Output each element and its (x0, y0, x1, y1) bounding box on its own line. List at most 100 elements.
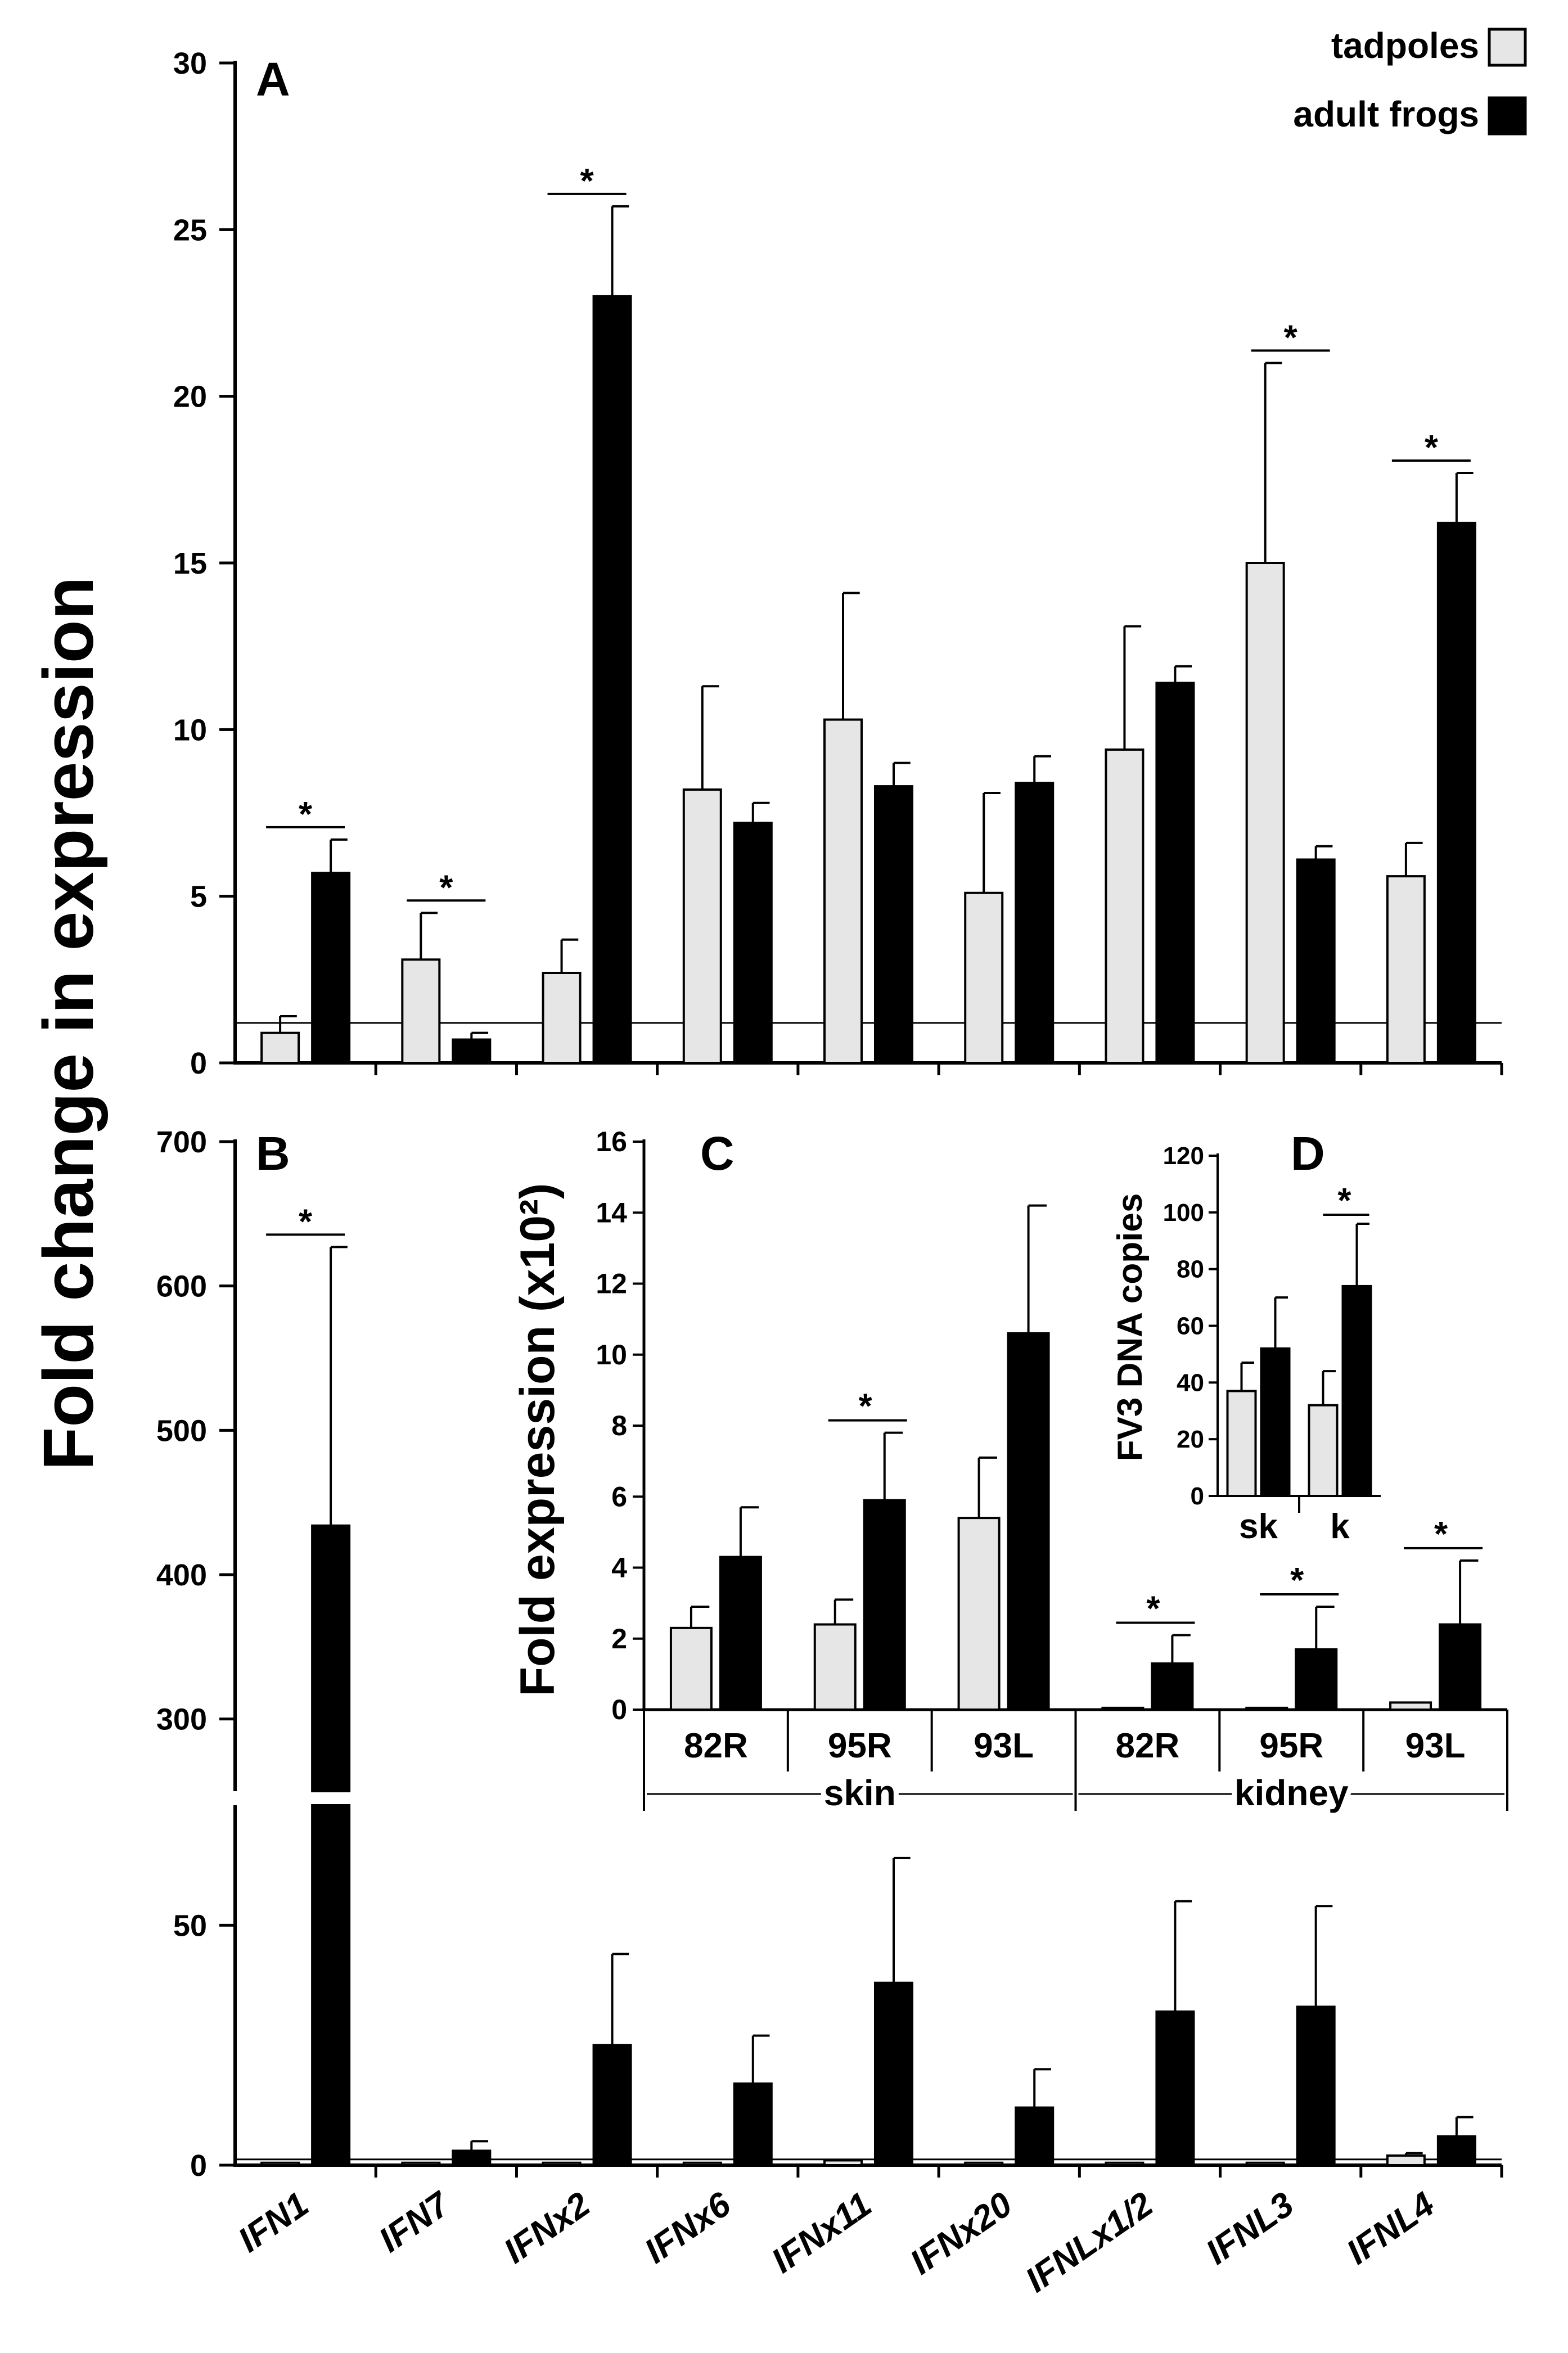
panel-c-group-label-kidney: kidney (1234, 1773, 1349, 1813)
panel-c-y-tick-label: 8 (611, 1410, 627, 1441)
panel-b-y-tick-label: 0 (190, 2149, 207, 2183)
legend-tadpoles-label: tadpoles (1331, 25, 1479, 66)
panel-c-bar-adult-82r-0 (719, 1556, 762, 1711)
panel-b-bar-adult-ifnx6 (733, 2082, 773, 2167)
panel-c-category-label: 82R (1116, 1727, 1180, 1765)
panel-a-bar-tadpoles-ifn7 (401, 958, 441, 1064)
panel-a-bar-adult-ifn7 (452, 1038, 492, 1064)
panel-letter-d: D (1291, 1127, 1325, 1180)
panel-a-bar-adult-ifnx20 (1015, 782, 1055, 1065)
category-label-ifnx11: IFNx11 (765, 2185, 878, 2281)
panel-b-y-tick-label: 400 (156, 1558, 207, 1592)
panel-c-category-label: 93L (1405, 1727, 1466, 1765)
category-label-ifn7: IFN7 (372, 2184, 458, 2260)
panel-b-bar-tadpoles-ifnx6 (682, 2161, 722, 2167)
panel-d-y-tick-label: 0 (1191, 1482, 1204, 1510)
category-label-ifnx2: IFNx2 (497, 2185, 597, 2271)
panel-d-y-title: FV3 DNA copies (1111, 1193, 1150, 1462)
panel-b-bar-adult-ifn1-lower (311, 1804, 351, 2166)
panel-b-bar-tadpoles-ifn1 (260, 2161, 300, 2167)
panel-c-y-tick-label: 12 (596, 1268, 627, 1300)
panel-c-category-label: 82R (684, 1727, 748, 1765)
panel-c-group-label-skin: skin (824, 1773, 896, 1813)
panel-d: 0 20 40 60 80 100 120 FV3 DNA copies sk * k (1111, 1142, 1381, 1546)
panel-c-y-tick-label: 16 (596, 1126, 627, 1157)
panel-a-bar-tadpoles-ifnx20 (964, 891, 1004, 1064)
panel-d-y-tick-label: 80 (1177, 1256, 1204, 1283)
panel-c-bar-tadpoles-93l-2 (957, 1517, 1001, 1711)
panel-d-bar-tadpoles-sk (1226, 1390, 1257, 1497)
panel-a-y-tick-label: 10 (173, 713, 207, 747)
panel-b-bar-adult-ifnx11 (874, 1981, 913, 2167)
panel-a-bar-tadpoles-ifn1 (260, 1031, 300, 1065)
panel-b-bar-tadpoles-ifnx20 (964, 2161, 1004, 2167)
panel-a-bar-adult-ifnl4 (1436, 521, 1476, 1064)
panel-d-bar-tadpoles-k (1308, 1404, 1339, 1498)
legend-adult-swatch (1488, 96, 1527, 136)
panel-b-bar-adult-ifnx20 (1015, 2106, 1055, 2167)
panel-b-bar-tadpoles-ifnx2 (542, 2161, 582, 2167)
panel-a-bar-tadpoles-ifnx2 (542, 971, 582, 1064)
panel-c-y-tick-label: 4 (611, 1552, 627, 1584)
panel-c-significance-star: * (859, 1387, 873, 1426)
category-label-ifnl4: IFNL4 (1340, 2185, 1441, 2272)
panel-a-bar-adult-ifnx6 (733, 822, 773, 1065)
panel-b-significance-star: * (299, 1202, 313, 1241)
panel-c-y-tick-label: 2 (611, 1623, 627, 1655)
panel-c-y-tick-label: 6 (611, 1481, 627, 1512)
panel-b-bar-adult-ifn7 (452, 2149, 492, 2166)
panel-a: 0 5 10 15 20 25 30 * * * * * (173, 47, 1503, 1080)
panel-c-significance-star: * (1290, 1561, 1304, 1600)
panel-c-bar-tadpoles-95r-4 (1245, 1706, 1288, 1711)
panel-b-bar-tadpoles-ifn7 (401, 2161, 441, 2167)
panel-a-significance-star: * (1284, 318, 1298, 357)
legend-tadpoles-swatch (1488, 28, 1527, 67)
panel-c-category-label: 93L (974, 1727, 1034, 1765)
panel-a-bar-adult-ifnx2 (592, 295, 632, 1064)
panel-c-bar-adult-95r-1 (863, 1499, 906, 1711)
panel-a-bar-tadpoles-ifnl4 (1386, 875, 1426, 1065)
panel-b-bar-tadpoles-ifnx11 (823, 2159, 863, 2166)
category-label-ifnlx1-2: IFNLx1/2 (1019, 2185, 1160, 2300)
panel-a-y-tick-label: 15 (173, 547, 207, 580)
panel-c-y-tick-label: 10 (596, 1339, 627, 1371)
panel-c-bar-tadpoles-82r-0 (669, 1626, 713, 1711)
panel-c-y-title: Fold expression (x10²) (511, 1183, 565, 1697)
panel-b-y-tick-label: 700 (156, 1125, 207, 1159)
category-label-ifnl3: IFNL3 (1199, 2185, 1301, 2272)
category-label-ifnx6: IFNx6 (638, 2185, 738, 2271)
category-label-ifn1: IFN1 (232, 2185, 316, 2260)
panel-c-bar-adult-93l-5 (1439, 1623, 1482, 1711)
panel-c-bar-tadpoles-93l-5 (1389, 1701, 1432, 1711)
panel-c-significance-star: * (1146, 1589, 1160, 1628)
panel-c-bar-tadpoles-82r-3 (1101, 1706, 1145, 1711)
panel-a-bar-adult-ifnx11 (874, 785, 913, 1064)
panel-c-y-tick-label: 14 (596, 1197, 627, 1228)
category-label-ifnx20: IFNx20 (903, 2185, 1019, 2282)
panel-a-significance-star: * (439, 868, 453, 907)
legend-adult-label: adult frogs (1293, 94, 1479, 134)
panel-a-bar-tadpoles-ifnx11 (823, 718, 863, 1064)
panel-d-y-tick-label: 100 (1163, 1199, 1204, 1227)
panel-d-bar-adult-sk (1260, 1347, 1291, 1497)
panel-b-bar-adult-ifnlx1-2 (1155, 2010, 1195, 2167)
panel-b-y-tick-label: 500 (156, 1414, 207, 1448)
panel-a-bar-adult-ifnl3 (1296, 858, 1336, 1065)
panel-d-significance-star: * (1337, 1182, 1351, 1220)
panel-letter-c: C (700, 1127, 735, 1180)
panel-d-y-tick-label: 60 (1177, 1313, 1204, 1340)
panel-b-bar-adult-ifnx2 (592, 2044, 632, 2167)
panel-letter-b: B (256, 1127, 290, 1180)
main-y-title: Fold change in expression (29, 576, 108, 1470)
panel-a-y-tick-label: 5 (190, 880, 207, 914)
panel-b-y-tick-label: 300 (156, 1703, 207, 1737)
panel-c-y-tick-label: 0 (611, 1694, 627, 1725)
panel-b-bar-adult-ifnl3 (1296, 2005, 1336, 2166)
panel-a-significance-star: * (580, 162, 594, 201)
panel-b-y-tick-label: 600 (156, 1270, 207, 1304)
panel-c-category-label: 95R (1259, 1727, 1323, 1765)
panel-c-bar-tadpoles-95r-1 (813, 1623, 857, 1711)
panel-b-bar-tadpoles-ifnl4 (1386, 2154, 1426, 2167)
